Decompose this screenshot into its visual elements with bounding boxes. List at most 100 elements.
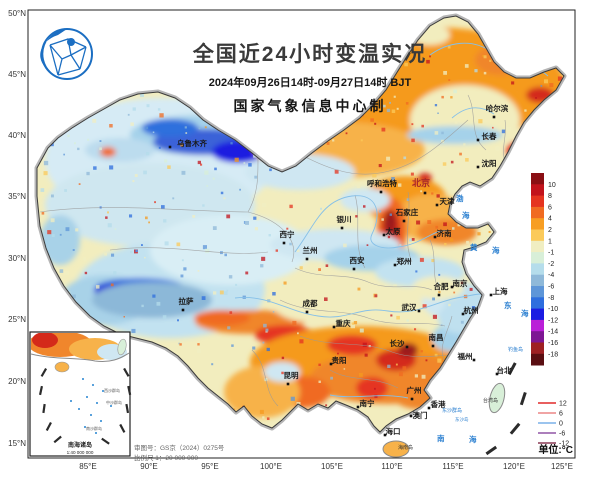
- speckle: [441, 131, 444, 135]
- speckle: [290, 396, 295, 401]
- sea-label: 南: [437, 433, 445, 443]
- speckle: [326, 142, 330, 145]
- speckle: [434, 131, 439, 135]
- colorbar-segment: [531, 240, 544, 253]
- speckle: [391, 177, 395, 181]
- speckle: [403, 156, 407, 160]
- speckle: [392, 28, 396, 32]
- speckle: [109, 165, 114, 170]
- sea-label: 海: [469, 434, 477, 444]
- speckle: [456, 381, 461, 385]
- speckle: [94, 327, 97, 331]
- speckle: [224, 291, 228, 295]
- speckle: [107, 223, 112, 228]
- inset-island-dots: [70, 378, 112, 434]
- speckle: [438, 290, 441, 294]
- speckle: [438, 393, 442, 397]
- city-dot: [431, 344, 435, 348]
- speckle: [47, 124, 51, 127]
- speckle: [460, 339, 463, 342]
- city-label: 合肥: [434, 281, 449, 291]
- city-label: 上海: [493, 286, 508, 296]
- speckle: [470, 343, 475, 347]
- speckle: [334, 169, 339, 174]
- speckle: [197, 160, 201, 165]
- colorbar-tick-label: -14: [548, 329, 558, 336]
- speckle: [353, 321, 358, 325]
- speckle: [132, 107, 136, 111]
- speckle: [74, 142, 76, 145]
- taiwan-island: [488, 382, 506, 414]
- speckle: [164, 220, 166, 222]
- speckle: [542, 367, 546, 371]
- city-label: 南京: [453, 278, 468, 288]
- speckle: [84, 271, 88, 275]
- speckle: [363, 205, 366, 208]
- speckle: [351, 322, 355, 325]
- speckle: [296, 249, 300, 253]
- colorbar-tick-label: 10: [548, 182, 556, 189]
- speckle: [356, 184, 361, 189]
- speckle: [432, 297, 435, 301]
- speckle: [526, 231, 530, 235]
- speckle: [200, 163, 203, 166]
- speckle: [458, 384, 461, 388]
- speckle: [214, 167, 217, 171]
- speckle: [473, 414, 477, 419]
- speckle: [252, 346, 256, 350]
- speckle: [295, 432, 297, 434]
- city-dot: [437, 293, 441, 297]
- speckle: [478, 256, 481, 259]
- speckle: [383, 104, 386, 108]
- speckle: [43, 171, 48, 176]
- speckle: [516, 441, 518, 443]
- speckle: [481, 375, 484, 378]
- speckle: [254, 175, 258, 179]
- city-label: 济南: [437, 228, 452, 238]
- speckle: [152, 131, 155, 133]
- colorbar-tick-label: -10: [548, 306, 558, 313]
- speckle: [515, 90, 518, 93]
- city-label: 香港: [430, 399, 446, 409]
- speckle: [465, 158, 469, 162]
- speckle: [213, 398, 217, 402]
- speckle: [459, 152, 462, 156]
- speckle: [441, 139, 445, 143]
- speckle: [553, 389, 557, 393]
- speckle: [480, 429, 484, 432]
- city-label: 长春: [482, 131, 497, 141]
- colorbar-segment: [531, 184, 544, 196]
- speckle: [431, 259, 435, 263]
- colorbar-tick-label: -1: [548, 250, 554, 257]
- speckle: [414, 374, 418, 378]
- speckle: [448, 79, 451, 81]
- speckle: [43, 298, 47, 302]
- city-dot: [286, 382, 290, 386]
- city-label: 福州: [457, 351, 473, 361]
- speckle: [485, 137, 488, 140]
- city-dot: [282, 241, 286, 245]
- speckle: [178, 342, 181, 345]
- speckle: [406, 319, 409, 322]
- speckle: [260, 264, 264, 268]
- speckle: [61, 126, 65, 130]
- city-dot: [489, 293, 493, 297]
- colorbar-segment: [531, 263, 544, 276]
- speckle: [167, 358, 171, 362]
- city-dot: [423, 191, 427, 195]
- speckle: [518, 59, 522, 63]
- longitude-axis: 85°E 90°E 95°E 100°E 105°E 110°E 115°E 120°E 125…: [79, 462, 573, 471]
- city-dot: [476, 138, 480, 142]
- speckle: [402, 366, 407, 370]
- speckle: [161, 205, 165, 209]
- speckle: [154, 201, 156, 204]
- speckle: [211, 25, 215, 29]
- speckle: [471, 306, 476, 310]
- speckle: [365, 441, 368, 444]
- speckle: [272, 292, 276, 296]
- city-dot: [382, 233, 386, 237]
- page-title: 全国近24小时变温实况: [192, 43, 428, 66]
- island-label: 东沙群岛: [442, 407, 462, 414]
- speckle: [129, 214, 133, 218]
